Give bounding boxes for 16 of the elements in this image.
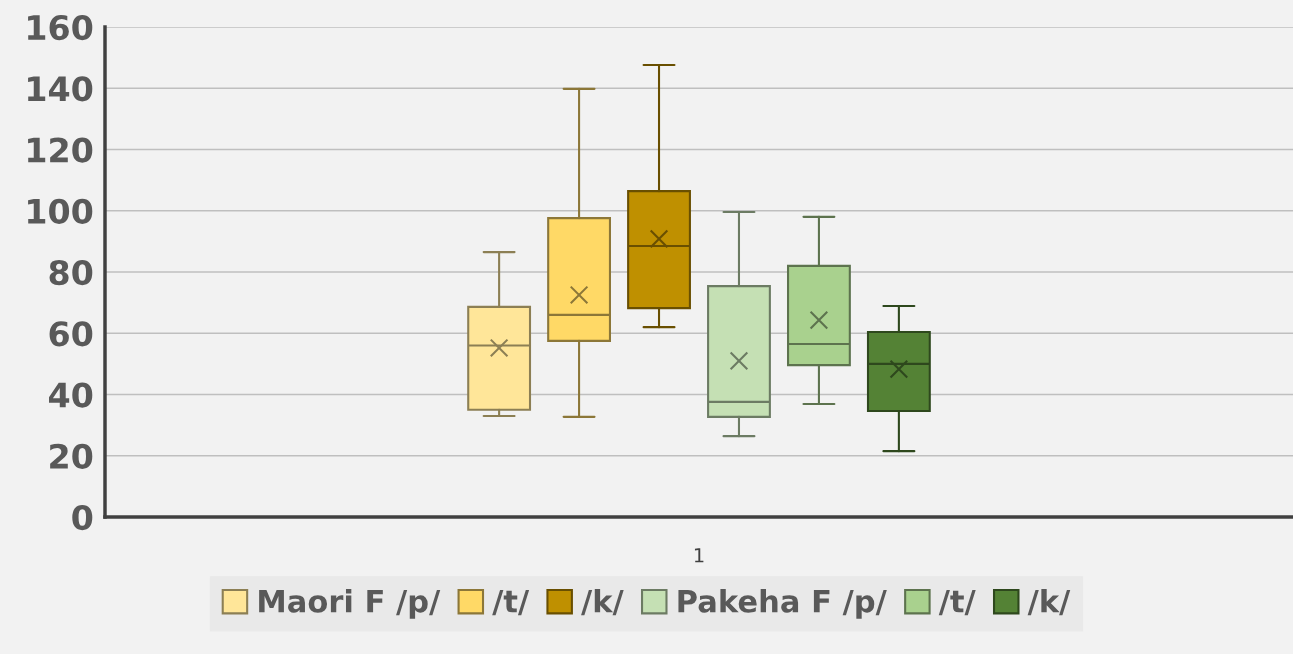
y-tick-label: 120 bbox=[28, 137, 93, 163]
y-tick-label: 160 bbox=[28, 14, 93, 41]
legend-label: /t/ bbox=[492, 590, 530, 616]
y-tick-label: 20 bbox=[50, 443, 93, 469]
legend-label: /k/ bbox=[1027, 589, 1071, 616]
x-tick-label: 1 bbox=[694, 548, 704, 563]
legend-label: /t/ bbox=[938, 590, 976, 616]
y-tick-label: 40 bbox=[49, 382, 93, 408]
y-tick-label: 80 bbox=[49, 259, 93, 286]
legend-label: Maori F /p/ bbox=[259, 589, 441, 619]
legend-label: Pakeha F /p/ bbox=[678, 589, 887, 619]
y-tick-label: 100 bbox=[28, 198, 93, 224]
y-tick-label: 0 bbox=[72, 504, 93, 531]
y-tick-label: 140 bbox=[28, 76, 93, 102]
y-tick-label: 60 bbox=[49, 321, 93, 347]
legend-label: /k/ bbox=[581, 589, 624, 616]
